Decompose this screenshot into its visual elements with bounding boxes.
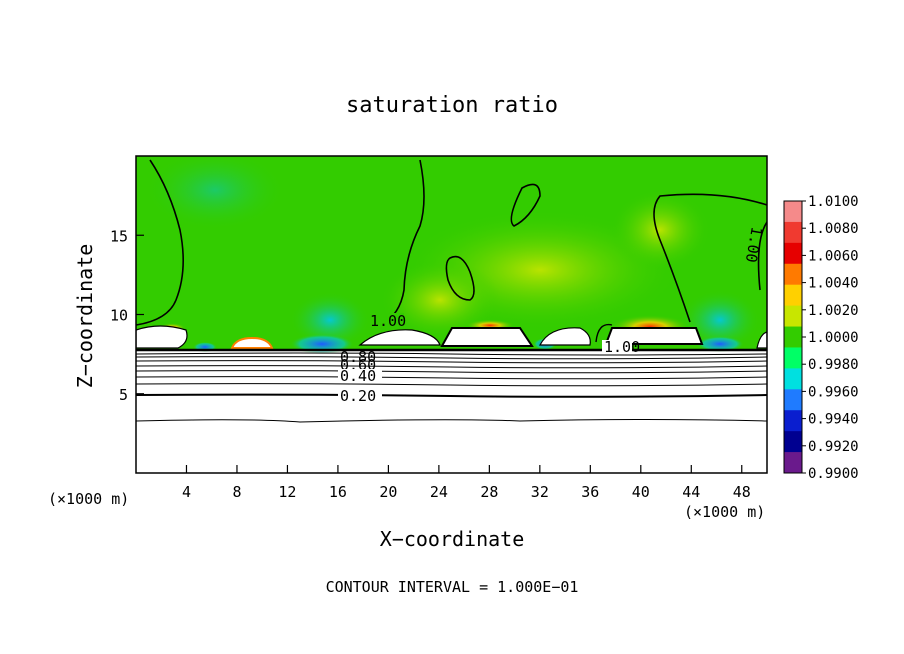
colorbar-label: 0.9980 [808, 357, 859, 373]
contour-1.00 [379, 159, 425, 327]
dry-patch [680, 290, 760, 350]
y-axis: 5 10 15 [110, 227, 144, 404]
contour-label: 0.40 [340, 367, 376, 385]
colorbar-label: 0.9940 [808, 412, 859, 428]
cloud-blob [756, 331, 767, 349]
x-tick-label: 40 [632, 483, 650, 501]
colorbar-swatch [784, 305, 802, 328]
contour-labels: 1.00 1.00 1.00 0.80 0.60 0.40 0.20 [338, 225, 766, 405]
colorbar-swatch [784, 431, 802, 453]
colorbar: 1.0100 1.0080 1.0060 1.0040 1.0020 1.0000 0.99… [783, 194, 859, 482]
contour-line [136, 383, 767, 387]
contour-label: 1.00 [370, 312, 406, 330]
colorbar-swatch [784, 389, 802, 411]
cloud-blob [358, 329, 441, 346]
x-tick-label: 44 [682, 483, 700, 501]
contour-label: 0.20 [340, 387, 376, 405]
contour-label: 0.80 [340, 348, 376, 366]
colorbar-label: 1.0040 [808, 276, 859, 292]
chart-title: saturation ratio [346, 93, 558, 118]
colorbar-label: 1.0000 [808, 330, 859, 346]
cloud-blob [539, 327, 591, 346]
contour-interval-note: CONTOUR INTERVAL = 1.000E−01 [326, 578, 579, 596]
x-axis: 4 8 12 16 20 24 28 32 36 40 44 48 [182, 465, 751, 501]
x-tick-label: 28 [480, 483, 498, 501]
x-tick-label: 4 [182, 483, 191, 501]
x-axis-label: X−coordinate [380, 527, 525, 551]
colorbar-label: 1.0060 [808, 248, 859, 264]
x-tick-label: 32 [531, 483, 549, 501]
colorbar-label: 1.0080 [808, 221, 859, 237]
contour-line [136, 393, 767, 398]
moist-patch [610, 190, 710, 270]
colorbar-swatch [784, 242, 802, 265]
colorbar-swatch [784, 263, 802, 286]
y-tick-label: 15 [110, 227, 128, 245]
colorbar-label: 0.9900 [808, 466, 859, 482]
contour-1.00 [595, 323, 613, 343]
x-tick-label: 8 [232, 483, 241, 501]
x-axis-unit-left: (×1000 m) [48, 490, 129, 508]
colorbar-swatch [784, 326, 802, 348]
colorbar-swatch [784, 368, 802, 390]
contour-label: 1.00 [742, 225, 766, 264]
y-tick-label: 5 [119, 386, 128, 404]
contour-line [136, 352, 767, 356]
x-tick-label: 48 [733, 483, 751, 501]
contour-1.00 [136, 159, 184, 326]
contour-1.00 [653, 193, 767, 323]
dry-patch [145, 156, 285, 230]
colorbar-swatch [784, 201, 802, 223]
stratified-contours [136, 348, 767, 423]
cloud-blob [136, 325, 188, 349]
y-tick-label: 10 [110, 307, 128, 325]
x-tick-label: 16 [329, 483, 347, 501]
x-tick-label: 36 [581, 483, 599, 501]
contour-line [136, 365, 767, 369]
colorbar-label: 0.9960 [808, 384, 859, 400]
contour-line [136, 356, 767, 360]
x-tick-label: 12 [278, 483, 296, 501]
contour-line [136, 370, 767, 374]
colorbar-swatch [784, 221, 802, 244]
colorbar-label: 1.0100 [808, 194, 859, 210]
colorbar-swatch [784, 452, 802, 474]
contour-line [136, 376, 767, 380]
dry-core [696, 336, 744, 352]
supersat-core [465, 317, 515, 329]
x-tick-label: 24 [430, 483, 448, 501]
contour-line [136, 360, 767, 364]
contour-1.00 [510, 183, 541, 227]
contour-label: 1.00 [604, 338, 640, 356]
colorbar-swatch [784, 284, 802, 307]
colorbar-label: 0.9920 [808, 439, 859, 455]
colorbar-swatch [784, 347, 802, 369]
colorbar-label: 1.0020 [808, 303, 859, 319]
contour-1.00 [445, 255, 475, 301]
contour-line [136, 419, 767, 423]
plot-area [136, 156, 767, 473]
cloud-blob [230, 336, 274, 349]
colorbar-swatch [784, 410, 802, 432]
contour-1.00 [757, 221, 767, 291]
cloud-blob [440, 327, 534, 347]
y-axis-label: Z−coordinate [73, 244, 97, 389]
x-tick-label: 20 [379, 483, 397, 501]
dry-patch [290, 292, 370, 348]
x-axis-unit-right: (×1000 m) [684, 503, 765, 521]
